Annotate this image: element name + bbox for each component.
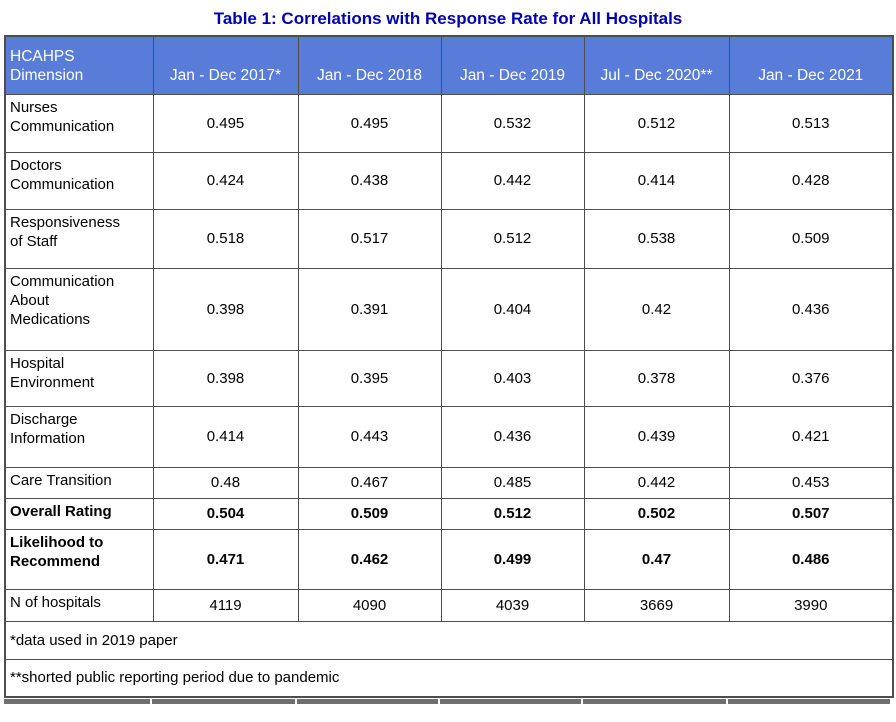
table-bottom-edge-segment xyxy=(152,699,295,704)
value-cell: 0.467 xyxy=(297,466,442,499)
value-cell: 3990 xyxy=(728,588,894,622)
value-cell: 0.438 xyxy=(297,151,442,210)
value-cell: 0.442 xyxy=(440,151,585,210)
value-cell: 0.443 xyxy=(297,405,442,468)
page-title: Table 1: Correlations with Response Rate… xyxy=(213,9,683,28)
value-cell: 4039 xyxy=(440,588,585,622)
footnote-row-2: **shorted public reporting period due to… xyxy=(4,658,894,698)
dimension-label: Responsiveness of Staff xyxy=(4,208,154,269)
value-cell: 0.398 xyxy=(152,349,299,407)
value-cell: 0.428 xyxy=(728,151,894,210)
value-cell: 0.414 xyxy=(583,151,730,210)
value-cell: 0.518 xyxy=(152,208,299,269)
table-row-doctors-communication: Doctors Communication 0.424 0.438 0.442 … xyxy=(4,151,894,210)
footnote-row-1: *data used in 2019 paper xyxy=(4,620,894,660)
column-header-2018: Jan - Dec 2018 xyxy=(297,35,442,95)
value-cell: 0.495 xyxy=(297,93,442,153)
table-bottom-edge-segment xyxy=(4,699,150,704)
dimension-label: Overall Rating xyxy=(4,497,154,530)
dimension-label: Discharge Information xyxy=(4,405,154,468)
dimension-label: Likelihood to Recommend xyxy=(4,528,154,590)
value-cell: 0.404 xyxy=(440,267,585,351)
value-cell: 0.495 xyxy=(152,93,299,153)
value-cell: 0.462 xyxy=(297,528,442,590)
column-header-2019: Jan - Dec 2019 xyxy=(440,35,585,95)
table-bottom-edge-segment xyxy=(297,699,438,704)
header-row: HCAHPS Dimension Jan - Dec 2017* Jan - D… xyxy=(4,35,894,95)
table-row-discharge-information: Discharge Information 0.414 0.443 0.436 … xyxy=(4,405,894,468)
dimension-label: Doctors Communication xyxy=(4,151,154,210)
table-row-n-of-hospitals: N of hospitals 4119 4090 4039 3669 3990 xyxy=(4,588,894,622)
table-row-overall-rating: Overall Rating 0.504 0.509 0.512 0.502 0… xyxy=(4,497,894,530)
value-cell: 0.436 xyxy=(728,267,894,351)
value-cell: 0.471 xyxy=(152,528,299,590)
dimension-label: Care Transition xyxy=(4,466,154,499)
value-cell: 0.391 xyxy=(297,267,442,351)
correlations-table: HCAHPS Dimension Jan - Dec 2017* Jan - D… xyxy=(4,35,894,698)
table-bottom-edge-segment xyxy=(728,699,890,704)
column-header-2021: Jan - Dec 2021 xyxy=(728,35,894,95)
value-cell: 0.509 xyxy=(297,497,442,530)
value-cell: 0.486 xyxy=(728,528,894,590)
column-header-dimension: HCAHPS Dimension xyxy=(4,35,154,95)
column-header-2017: Jan - Dec 2017* xyxy=(152,35,299,95)
value-cell: 0.513 xyxy=(728,93,894,153)
column-header-2020: Jul - Dec 2020** xyxy=(583,35,730,95)
value-cell: 4119 xyxy=(152,588,299,622)
value-cell: 0.42 xyxy=(583,267,730,351)
value-cell: 0.512 xyxy=(583,93,730,153)
table-row-communication-about-medications: Communication About Medications 0.398 0.… xyxy=(4,267,894,351)
value-cell: 0.499 xyxy=(440,528,585,590)
value-cell: 0.48 xyxy=(152,466,299,499)
value-cell: 0.436 xyxy=(440,405,585,468)
value-cell: 0.509 xyxy=(728,208,894,269)
value-cell: 0.502 xyxy=(583,497,730,530)
dimension-label: N of hospitals xyxy=(4,588,154,622)
value-cell: 0.532 xyxy=(440,93,585,153)
value-cell: 0.424 xyxy=(152,151,299,210)
dimension-label: Hospital Environment xyxy=(4,349,154,407)
value-cell: 0.414 xyxy=(152,405,299,468)
value-cell: 0.538 xyxy=(583,208,730,269)
dimension-label: Nurses Communication xyxy=(4,93,154,153)
table-row-likelihood-to-recommend: Likelihood to Recommend 0.471 0.462 0.49… xyxy=(4,528,894,590)
value-cell: 0.507 xyxy=(728,497,894,530)
value-cell: 0.485 xyxy=(440,466,585,499)
footnote-2: **shorted public reporting period due to… xyxy=(4,658,894,698)
table-row-hospital-environment: Hospital Environment 0.398 0.395 0.403 0… xyxy=(4,349,894,407)
value-cell: 0.512 xyxy=(440,497,585,530)
table-bottom-edge xyxy=(4,699,896,704)
value-cell: 4090 xyxy=(297,588,442,622)
value-cell: 0.403 xyxy=(440,349,585,407)
table-row-care-transition: Care Transition 0.48 0.467 0.485 0.442 0… xyxy=(4,466,894,499)
value-cell: 0.504 xyxy=(152,497,299,530)
value-cell: 0.439 xyxy=(583,405,730,468)
value-cell: 0.512 xyxy=(440,208,585,269)
value-cell: 0.378 xyxy=(583,349,730,407)
value-cell: 0.376 xyxy=(728,349,894,407)
value-cell: 0.398 xyxy=(152,267,299,351)
table-bottom-edge-segment xyxy=(583,699,726,704)
footnote-1: *data used in 2019 paper xyxy=(4,620,894,660)
value-cell: 3669 xyxy=(583,588,730,622)
value-cell: 0.442 xyxy=(583,466,730,499)
dimension-label: Communication About Medications xyxy=(4,267,154,351)
table-row-responsiveness-of-staff: Responsiveness of Staff 0.518 0.517 0.51… xyxy=(4,208,894,269)
value-cell: 0.421 xyxy=(728,405,894,468)
value-cell: 0.517 xyxy=(297,208,442,269)
value-cell: 0.395 xyxy=(297,349,442,407)
value-cell: 0.453 xyxy=(728,466,894,499)
table-bottom-edge-segment xyxy=(440,699,581,704)
value-cell: 0.47 xyxy=(583,528,730,590)
table-row-nurses-communication: Nurses Communication 0.495 0.495 0.532 0… xyxy=(4,93,894,153)
